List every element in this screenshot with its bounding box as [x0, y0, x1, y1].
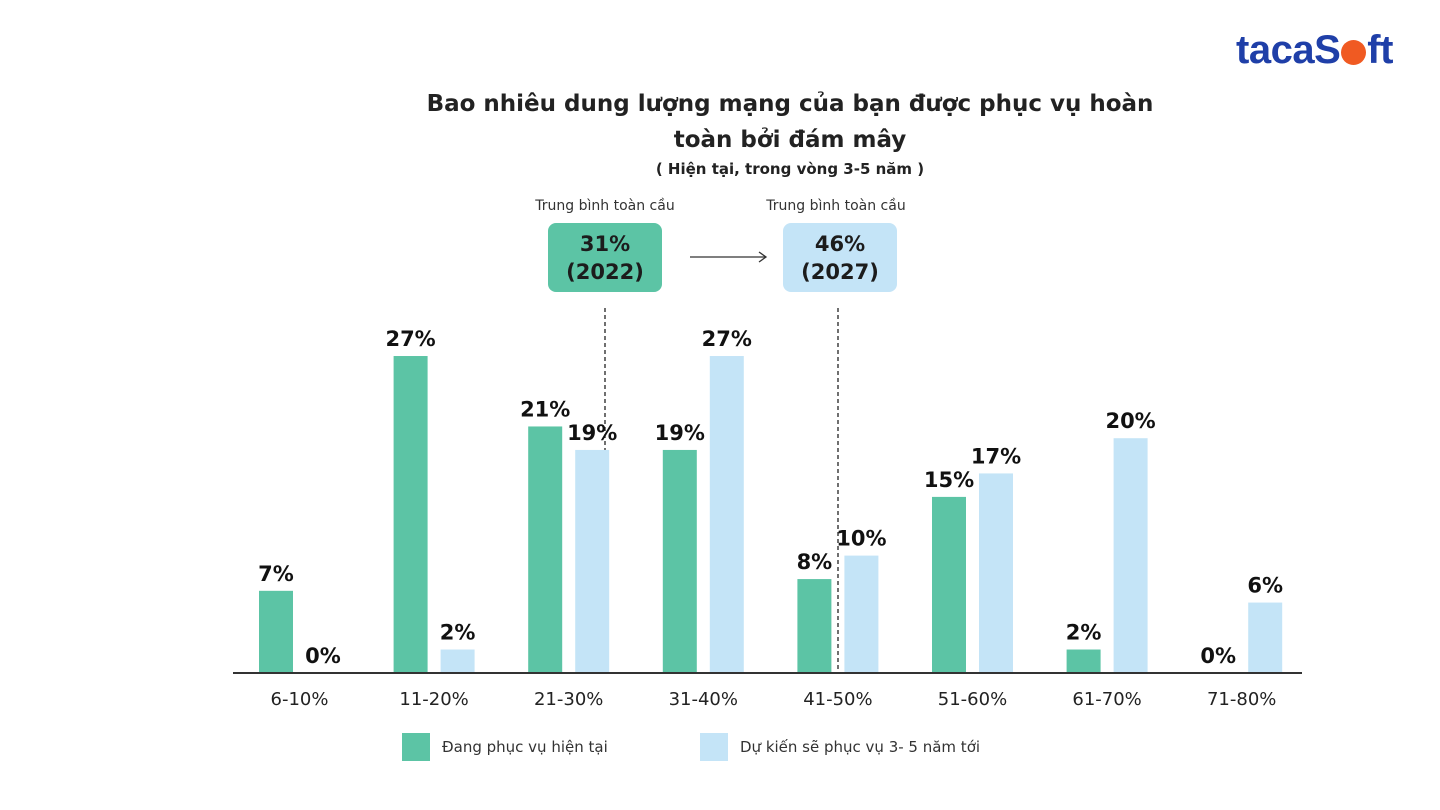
trend-arrow-icon	[758, 251, 768, 263]
data-label-current-4: 19%	[655, 421, 705, 445]
x-tick-label-3: 21-30%	[534, 689, 603, 710]
avg-value-2027: 46%	[814, 231, 866, 256]
avg-label-2022: Trung bình toàn cầu	[535, 198, 675, 214]
legend-label-future: Dự kiến sẽ phục vụ 3- 5 năm tới	[740, 738, 981, 756]
avg-year-2022: (2022)	[566, 259, 644, 284]
data-label-current-1: 7%	[258, 562, 294, 586]
legend-future: Dự kiến sẽ phục vụ 3- 5 năm tới	[700, 733, 980, 761]
data-label-current-8: 0%	[1200, 644, 1236, 668]
data-label-future-3: 19%	[567, 421, 617, 445]
data-label-current-2: 27%	[385, 327, 435, 351]
x-tick-label-5: 41-50%	[803, 689, 872, 710]
bar-current-6	[932, 496, 966, 673]
bar-future-2	[440, 649, 475, 673]
legend-swatch-future	[700, 733, 728, 761]
bar-current-1	[259, 590, 293, 673]
logo-text-a: taca	[1236, 27, 1315, 72]
legend-swatch-current	[402, 733, 430, 761]
chart-title-line2: toàn bởi đám mây	[673, 127, 907, 153]
avg-value-2022: 31%	[579, 231, 631, 256]
data-label-future-2: 2%	[440, 621, 476, 645]
bar-future-6	[979, 473, 1013, 673]
x-tick-label-4: 31-40%	[669, 689, 738, 710]
logo-text-c: ft	[1367, 27, 1393, 72]
bar-current-5	[797, 579, 832, 673]
legend-label-current: Đang phục vụ hiện tại	[442, 738, 608, 756]
x-tick-label-7: 61-70%	[1072, 689, 1141, 710]
data-label-future-1: 0%	[305, 644, 341, 668]
x-tick-label-1: 6-10%	[271, 689, 329, 710]
chart-title-line1: Bao nhiêu dung lượng mạng của bạn được p…	[426, 91, 1154, 117]
logo-text-b: S	[1314, 27, 1341, 72]
bar-future-4	[709, 356, 744, 673]
chart-subtitle: ( Hiện tại, trong vòng 3-5 năm )	[655, 160, 925, 178]
bar-current-3	[528, 426, 563, 673]
data-label-current-7: 2%	[1066, 621, 1102, 645]
x-tick-label-2: 11-20%	[399, 689, 468, 710]
bar-future-7	[1113, 438, 1148, 673]
bar-future-5	[844, 555, 879, 673]
avg-box-2027: 46% (2027)	[783, 223, 897, 292]
bar-future-3	[575, 449, 610, 673]
bar-current-4	[662, 449, 697, 673]
data-label-future-8: 6%	[1247, 574, 1283, 598]
bar-future-8	[1248, 602, 1283, 673]
data-label-current-3: 21%	[520, 397, 570, 421]
avg-label-2027: Trung bình toàn cầu	[766, 198, 906, 214]
logo-o-icon	[1341, 39, 1367, 65]
x-tick-label-8: 71-80%	[1207, 689, 1276, 710]
avg-year-2027: (2027)	[801, 259, 879, 284]
data-label-current-6: 15%	[924, 468, 974, 492]
bar-current-2	[393, 356, 428, 673]
x-tick-label-6: 51-60%	[938, 689, 1007, 710]
legend-current: Đang phục vụ hiện tại	[402, 733, 608, 761]
data-label-future-5: 10%	[836, 527, 886, 551]
data-label-current-5: 8%	[797, 550, 833, 574]
data-label-future-4: 27%	[702, 327, 752, 351]
chart-title: Bao nhiêu dung lượng mạng của bạn được p…	[330, 86, 1250, 158]
bar-current-7	[1066, 649, 1101, 673]
data-label-future-6: 17%	[971, 444, 1021, 468]
avg-box-2022: 31% (2022)	[548, 223, 662, 292]
data-label-future-7: 20%	[1105, 409, 1155, 433]
